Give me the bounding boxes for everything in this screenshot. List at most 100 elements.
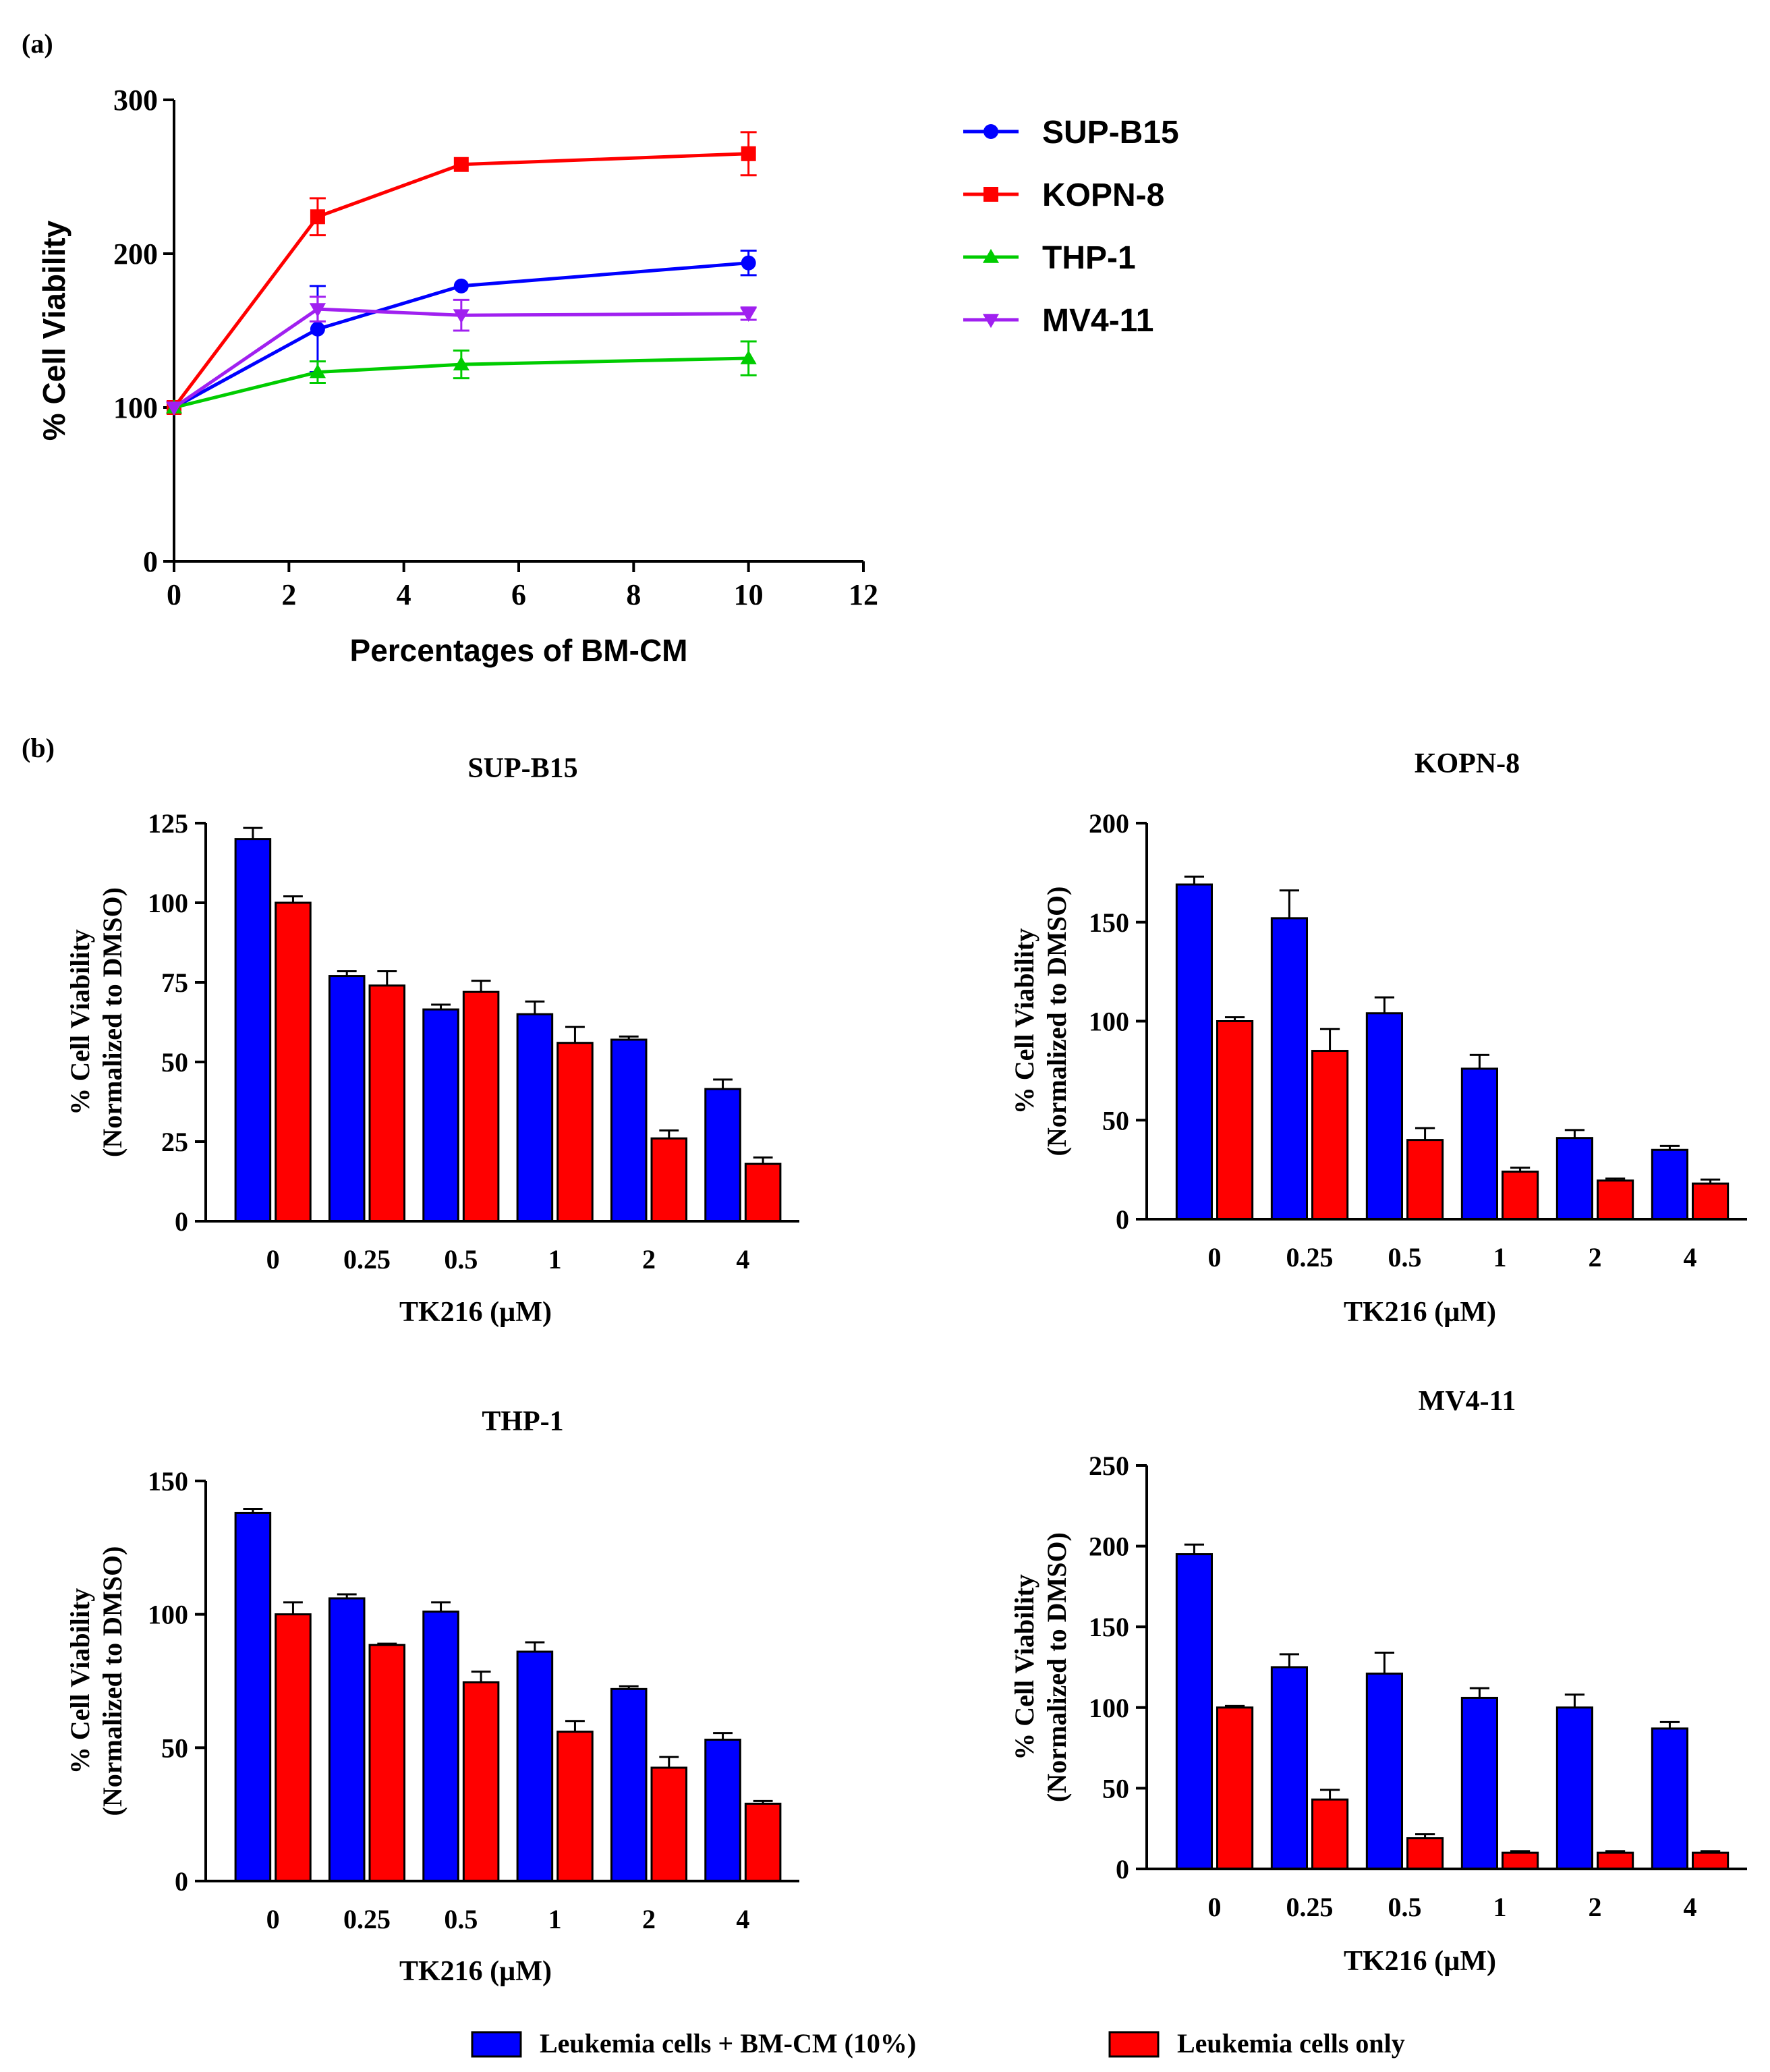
legend-marker-sup-b15: [983, 124, 998, 139]
y-axis-title-line: (Normalized to DMSO): [97, 1546, 127, 1816]
bar-leukemia-cells-bm-cm-10-0-5: [422, 1611, 459, 1882]
data-point-thp-1: [740, 349, 757, 364]
bar-leukemia-cells-only-1: [556, 1731, 594, 1882]
bar-leukemia-cells-only-2: [1597, 1851, 1634, 1870]
series-line-mv4-11: [173, 307, 749, 410]
y-tick-label: 150: [1089, 907, 1129, 938]
legend-panel-b: Leukemia cells + BM-CM (10%) Leukemia ce…: [471, 2028, 1405, 2059]
y-tick-label: 100: [1089, 1007, 1129, 1037]
bar-leukemia-cells-only-0: [1216, 1020, 1254, 1221]
bar-leukemia-cells-only-0-5: [1406, 1139, 1444, 1221]
x-tick-label: 2: [1589, 1242, 1602, 1272]
series-line-thp-1: [173, 356, 749, 410]
y-tick-label: 150: [1089, 1612, 1129, 1642]
bar-leukemia-cells-bm-cm-10-0-5: [1365, 1673, 1403, 1870]
y-axis-title: % Cell Viability: [36, 220, 72, 441]
chart-title: SUP-B15: [467, 753, 577, 784]
bar-leukemia-cells-bm-cm-10-0: [234, 838, 272, 1223]
x-tick-label: 0: [266, 1244, 280, 1275]
bar-chart-sup-b15: SUP-B15 0 0.25 0.5 1 2 4 0 25 50 75 100 125 TK216 (µM…: [65, 753, 799, 1328]
bar-leukemia-cells-bm-cm-10-4: [704, 1738, 741, 1882]
y-axis-title-line: % Cell Viability: [1009, 1574, 1039, 1760]
y-axis-title-line: % Cell Viability: [1009, 928, 1039, 1115]
x-tick-label: 0: [1208, 1242, 1222, 1272]
legend-marker-kopn-8: [983, 187, 998, 202]
x-axis-title: TK216 (µM): [399, 1297, 552, 1328]
data-point-mv4-11: [740, 308, 757, 323]
bar-leukemia-cells-only-1: [1502, 1171, 1539, 1221]
bar-leukemia-cells-bm-cm-10-2: [610, 1038, 648, 1223]
x-tick-label: 1: [548, 1244, 562, 1275]
y-tick-label: 0: [1116, 1204, 1129, 1235]
legend-label-cells-only: Leukemia cells only: [1177, 2028, 1405, 2059]
x-tick-label: 1: [1493, 1242, 1507, 1272]
bar-leukemia-cells-bm-cm-10-1: [1460, 1067, 1499, 1221]
x-axis-title: TK216 (µM): [1344, 1946, 1496, 1977]
y-tick-label: 0: [175, 1866, 188, 1897]
x-tick-label: 2: [1589, 1892, 1602, 1922]
y-tick-label: 50: [161, 1047, 188, 1077]
x-tick-label: 1: [548, 1904, 562, 1934]
x-tick-label: 12: [849, 578, 878, 611]
bar-leukemia-cells-bm-cm-10-0-5: [1365, 1012, 1403, 1221]
series-thp-1: [165, 340, 757, 414]
x-tick-label: 0.5: [444, 1244, 478, 1275]
bar-leukemia-cells-bm-cm-10-2: [1555, 1706, 1594, 1870]
y-tick-label: 200: [113, 237, 158, 271]
bar-leukemia-cells-bm-cm-10-4: [704, 1088, 741, 1223]
y-axis-title: % Cell Viability(Normalized to DMSO): [65, 887, 127, 1157]
data-point-mv4-11: [309, 303, 326, 318]
line-chart-panel-a: 0 2 4 6 8 10 12 0 100 200 300 Percentages of BM-CM%…: [36, 84, 1179, 668]
y-axis-title-line: % Cell Viability: [65, 929, 95, 1115]
y-axis-title-line: (Normalized to DMSO): [97, 887, 127, 1157]
y-tick-label: 200: [1089, 808, 1129, 839]
y-tick-label: 50: [1102, 1773, 1129, 1803]
y-tick-label: 50: [1102, 1105, 1129, 1136]
x-axis-title: TK216 (µM): [399, 1956, 552, 1987]
data-point-thp-1: [309, 364, 326, 379]
bar-leukemia-cells-only-2: [650, 1137, 688, 1223]
y-tick-label: 200: [1089, 1532, 1129, 1562]
y-tick-label: 150: [148, 1466, 188, 1496]
chart-title: MV4-11: [1419, 1386, 1516, 1417]
x-tick-label: 8: [626, 578, 641, 611]
bar-leukemia-cells-only-0-25: [1311, 1798, 1349, 1870]
bar-leukemia-cells-only-0-25: [368, 1644, 406, 1882]
bar-leukemia-cells-only-4: [1692, 1182, 1730, 1221]
bar-leukemia-cells-only-0-5: [462, 1681, 500, 1882]
bar-leukemia-cells-only-0-25: [1311, 1050, 1349, 1221]
data-point-thp-1: [453, 356, 469, 370]
bar-leukemia-cells-bm-cm-10-0: [1175, 1553, 1213, 1870]
bar-leukemia-cells-only-0: [1216, 1706, 1254, 1870]
chart-title: KOPN-8: [1415, 748, 1520, 779]
x-tick-label: 0: [167, 578, 181, 611]
y-axis-title-line: (Normalized to DMSO): [1041, 1532, 1072, 1802]
data-point-kopn-8: [453, 157, 469, 172]
x-tick-label: 4: [397, 578, 411, 611]
y-axis-title-line: % Cell Viability: [65, 1588, 95, 1774]
legend-label-thp-1: THP-1: [1042, 240, 1136, 276]
x-tick-label: 4: [736, 1904, 749, 1934]
chart-title: THP-1: [482, 1406, 563, 1437]
y-tick-label: 75: [161, 968, 188, 998]
panel-a-label: (a): [22, 28, 53, 59]
bar-leukemia-cells-only-4: [1692, 1851, 1730, 1870]
bar-leukemia-cells-bm-cm-10-2: [1555, 1137, 1594, 1221]
legend-label-sup-b15: SUP-B15: [1042, 115, 1179, 150]
legend-label-bm-cm: Leukemia cells + BM-CM (10%): [540, 2028, 916, 2059]
y-axis-title: % Cell Viability(Normalized to DMSO): [65, 1546, 127, 1816]
bar-leukemia-cells-only-1: [556, 1042, 594, 1223]
bar-leukemia-cells-only-4: [744, 1163, 782, 1223]
bar-leukemia-cells-bm-cm-10-1: [516, 1013, 554, 1223]
y-tick-label: 300: [113, 84, 158, 117]
x-tick-label: 0.5: [1388, 1892, 1422, 1922]
x-tick-label: 0.25: [1286, 1892, 1334, 1922]
x-tick-label: 1: [1493, 1892, 1507, 1922]
bar-leukemia-cells-only-2: [650, 1766, 688, 1882]
legend-label-mv4-11: MV4-11: [1042, 303, 1153, 339]
bar-chart-kopn-8: KOPN-8 0 0.25 0.5 1 2 4 0 50 100 150 200 TK216 (µM)%…: [1009, 748, 1747, 1328]
bar-leukemia-cells-bm-cm-10-0-25: [328, 975, 366, 1223]
x-tick-label: 0.5: [444, 1904, 478, 1934]
x-tick-label: 2: [281, 578, 296, 611]
